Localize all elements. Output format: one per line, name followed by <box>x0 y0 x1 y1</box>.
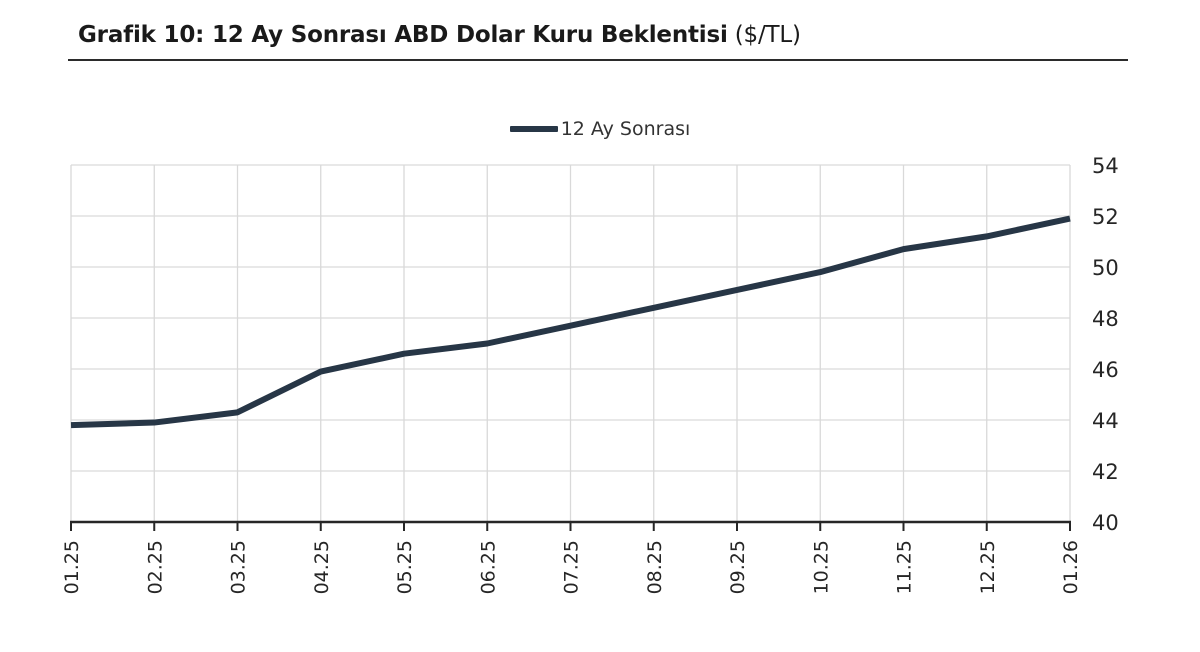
title-divider <box>68 59 1128 61</box>
x-tick-label: 04.25 <box>311 540 333 594</box>
legend-label: 12 Ay Sonrası <box>560 118 691 140</box>
x-tick-label: 09.25 <box>727 540 749 594</box>
y-tick-label: 46 <box>1092 358 1119 382</box>
series-line <box>70 215 1071 429</box>
x-tick-label: 12.25 <box>977 540 999 594</box>
legend-line-swatch <box>509 126 558 132</box>
x-tick-label: 01.25 <box>61 540 83 594</box>
chart-legend: 12 Ay Sonrası <box>0 118 1200 140</box>
chart-title-main: Grafik 10: 12 Ay Sonrası ABD Dolar Kuru … <box>78 22 728 48</box>
chart-title-suffix: ($/TL) <box>727 22 801 48</box>
y-tick-label: 44 <box>1092 409 1119 433</box>
x-tick-label: 05.25 <box>394 540 416 594</box>
x-tick-label: 06.25 <box>477 540 499 594</box>
x-tick-label: 03.25 <box>228 540 250 594</box>
y-tick-label: 52 <box>1092 205 1119 229</box>
x-tick-label: 07.25 <box>561 540 583 594</box>
chart-title: Grafik 10: 12 Ay Sonrası ABD Dolar Kuru … <box>78 22 801 48</box>
x-tick-label: 02.25 <box>144 540 166 594</box>
x-tick-label: 01.26 <box>1060 540 1082 594</box>
y-tick-label: 54 <box>1092 154 1119 178</box>
y-tick-label: 40 <box>1092 511 1119 535</box>
y-tick-label: 50 <box>1092 256 1119 280</box>
line-chart: 01.25 02.25 03.25 04.25 05.25 06.25 07.25 08.25… <box>61 154 1119 594</box>
y-tick-label: 48 <box>1092 307 1119 331</box>
x-tick-label: 08.25 <box>644 540 666 594</box>
x-tick-label: 11.25 <box>894 540 916 594</box>
x-tick-label: 10.25 <box>810 540 832 594</box>
y-tick-label: 42 <box>1092 460 1119 484</box>
